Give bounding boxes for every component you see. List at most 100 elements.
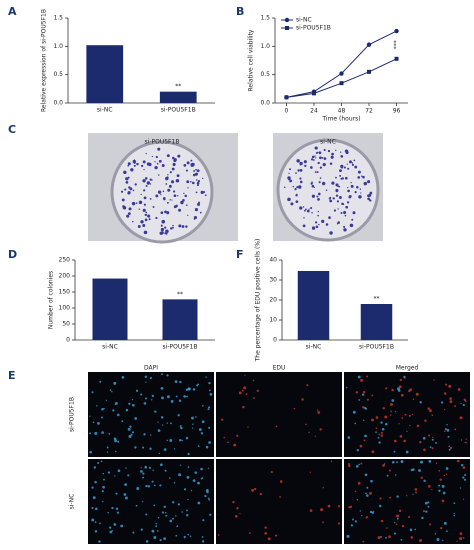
cell <box>155 525 158 528</box>
colony <box>149 197 152 200</box>
legend-marker <box>285 26 289 30</box>
y-tick-label: 0 <box>273 337 277 344</box>
cell <box>389 414 392 416</box>
colony <box>148 218 151 221</box>
cell <box>393 532 397 535</box>
cell <box>166 422 169 424</box>
cell <box>200 432 204 435</box>
cell <box>140 393 143 396</box>
cell <box>164 511 167 514</box>
colony <box>357 170 361 174</box>
cell <box>135 389 139 392</box>
cell <box>398 509 402 513</box>
marker <box>311 91 316 96</box>
cell <box>154 410 157 413</box>
colony <box>166 201 169 204</box>
y-tick-label: 250 <box>59 257 71 264</box>
colony <box>317 197 320 201</box>
colony <box>193 170 196 172</box>
colony <box>369 191 373 195</box>
colony <box>299 163 302 166</box>
bar <box>86 45 124 103</box>
colony <box>358 195 362 199</box>
cell <box>252 379 255 382</box>
colony <box>195 168 197 171</box>
colony <box>142 224 146 228</box>
cell <box>128 434 132 438</box>
cell <box>366 375 369 378</box>
cell <box>161 511 165 514</box>
colony <box>359 188 362 190</box>
cell <box>179 380 182 384</box>
colony <box>321 219 325 223</box>
y-tick-label: 10 <box>269 317 277 324</box>
colony <box>162 197 166 200</box>
cell <box>354 490 357 493</box>
cell <box>236 434 239 437</box>
cell <box>378 504 382 508</box>
colony <box>154 166 158 170</box>
cell <box>401 524 405 528</box>
cell <box>165 514 168 517</box>
cell <box>155 522 158 525</box>
y-tick-label: 1.0 <box>260 43 270 50</box>
cell <box>173 481 176 484</box>
cell <box>309 509 313 512</box>
colony <box>346 201 350 204</box>
cell <box>396 461 399 464</box>
colony <box>290 202 294 206</box>
cell <box>147 485 151 488</box>
cell <box>197 481 200 485</box>
cell <box>390 403 393 406</box>
cell <box>362 405 365 409</box>
colony <box>352 211 356 215</box>
colony <box>144 213 147 217</box>
bar <box>162 299 198 340</box>
legend-marker <box>284 17 290 23</box>
cell <box>378 441 381 444</box>
colony <box>344 176 348 180</box>
colony <box>299 206 303 210</box>
cell <box>460 463 464 467</box>
cell <box>187 387 191 391</box>
cell <box>440 526 443 530</box>
colony <box>186 180 190 184</box>
series-line <box>286 30 397 98</box>
colony <box>121 198 125 202</box>
significance: ** <box>175 83 181 90</box>
cell <box>366 486 369 489</box>
cell <box>443 474 446 477</box>
cell <box>414 488 418 491</box>
cell <box>465 400 467 402</box>
x-tick-label: si-NC <box>306 344 322 351</box>
cell <box>125 467 127 469</box>
cell <box>107 471 111 474</box>
cell <box>129 425 132 428</box>
colony <box>165 229 169 234</box>
colony <box>155 155 158 159</box>
colony <box>339 169 342 173</box>
cell <box>390 410 392 413</box>
colony <box>329 231 333 235</box>
colony <box>339 174 342 177</box>
cell <box>111 506 114 510</box>
cell <box>438 484 441 487</box>
cell <box>173 448 176 450</box>
cell <box>234 515 238 518</box>
colony <box>351 218 354 221</box>
colony <box>314 171 317 173</box>
colony <box>127 191 131 195</box>
cell <box>162 424 164 426</box>
cell <box>187 466 190 468</box>
cell <box>109 530 113 534</box>
cell <box>391 388 394 392</box>
cell <box>183 488 187 491</box>
cell <box>158 452 161 455</box>
image-label: si-NC <box>320 139 336 146</box>
cell <box>405 450 409 454</box>
colony <box>367 197 371 201</box>
cell <box>385 536 387 539</box>
colony <box>166 154 170 158</box>
colony <box>339 196 341 198</box>
colony <box>146 162 151 166</box>
